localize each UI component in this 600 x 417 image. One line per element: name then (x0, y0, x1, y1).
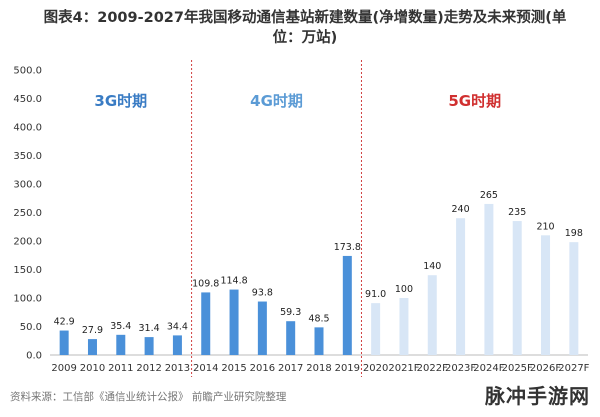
bar (229, 289, 239, 355)
data-label: 240 (452, 204, 470, 215)
x-tick-label: 2019 (335, 363, 360, 374)
data-label: 42.9 (54, 317, 75, 328)
x-tick-label: 2009 (51, 363, 76, 374)
bar (456, 218, 466, 355)
data-label: 59.3 (280, 307, 301, 318)
y-tick-label: 200.0 (13, 237, 42, 248)
bar (286, 321, 296, 355)
x-tick-label: 2015 (221, 363, 246, 374)
data-label: 173.8 (334, 242, 361, 253)
period-label: 4G时期 (250, 92, 303, 110)
source-note: 资料来源：工信部《通信业统计公报》 前瞻产业研究院整理 (10, 391, 287, 403)
x-tick-label: 2010 (80, 363, 105, 374)
x-tick-label: 2027F (558, 363, 589, 374)
y-tick-label: 450.0 (13, 94, 42, 105)
bar (399, 298, 409, 355)
data-label: 210 (536, 221, 554, 232)
bar (342, 255, 352, 355)
bar (512, 221, 522, 355)
y-tick-label: 300.0 (13, 180, 42, 191)
y-tick-label: 350.0 (13, 151, 42, 162)
x-tick-label: 2026F (530, 363, 561, 374)
data-label: 114.8 (220, 276, 247, 287)
data-label: 48.5 (308, 313, 329, 324)
data-label: 27.9 (82, 325, 103, 336)
x-tick-label: 2024F (473, 363, 504, 374)
bar (87, 339, 97, 355)
bar (427, 275, 437, 355)
data-label: 198 (565, 228, 583, 239)
x-tick-label: 2023F (445, 363, 476, 374)
y-tick-label: 150.0 (13, 265, 42, 276)
data-label: 91.0 (365, 289, 386, 300)
period-label: 3G时期 (94, 92, 147, 110)
data-label: 109.8 (192, 278, 219, 289)
x-tick-label: 2011 (108, 363, 133, 374)
watermark-text: 脉冲手游网 (485, 384, 590, 408)
y-tick-label: 500.0 (13, 66, 42, 77)
x-tick-label: 2016 (250, 363, 275, 374)
x-tick-label: 2025F (502, 363, 533, 374)
data-label: 265 (480, 190, 498, 201)
bar (116, 334, 126, 355)
x-tick-label: 2014 (193, 363, 218, 374)
bar (314, 327, 324, 355)
bar (541, 235, 551, 355)
data-label: 31.4 (139, 323, 160, 334)
bar (59, 330, 69, 355)
data-label: 235 (508, 207, 526, 218)
y-tick-label: 250.0 (13, 208, 42, 219)
bar (569, 242, 579, 355)
y-tick-label: 400.0 (13, 123, 42, 134)
bar (371, 303, 381, 355)
y-tick-label: 100.0 (13, 294, 42, 305)
bar (484, 203, 494, 355)
chart-title: 图表4：2009-2027年我国移动通信基站新建数量(净增数量)走势及未来预测(… (43, 10, 567, 46)
bar (257, 301, 267, 355)
period-label: 5G时期 (448, 92, 501, 110)
bar (144, 337, 154, 355)
x-tick-label: 2020 (363, 363, 388, 374)
data-label: 35.4 (110, 321, 131, 332)
x-tick-label: 2021F (388, 363, 419, 374)
data-label: 140 (423, 261, 441, 272)
bar (172, 335, 182, 355)
data-label: 100 (395, 284, 413, 295)
y-tick-label: 50.0 (20, 322, 42, 333)
y-tick-label: 0.0 (26, 351, 42, 362)
x-tick-label: 2017 (278, 363, 303, 374)
x-tick-label: 2012 (136, 363, 161, 374)
x-tick-label: 2018 (306, 363, 331, 374)
x-tick-label: 2022F (417, 363, 448, 374)
bar (201, 292, 211, 355)
x-tick-label: 2013 (165, 363, 190, 374)
data-label: 93.8 (252, 288, 273, 299)
data-label: 34.4 (167, 321, 188, 332)
